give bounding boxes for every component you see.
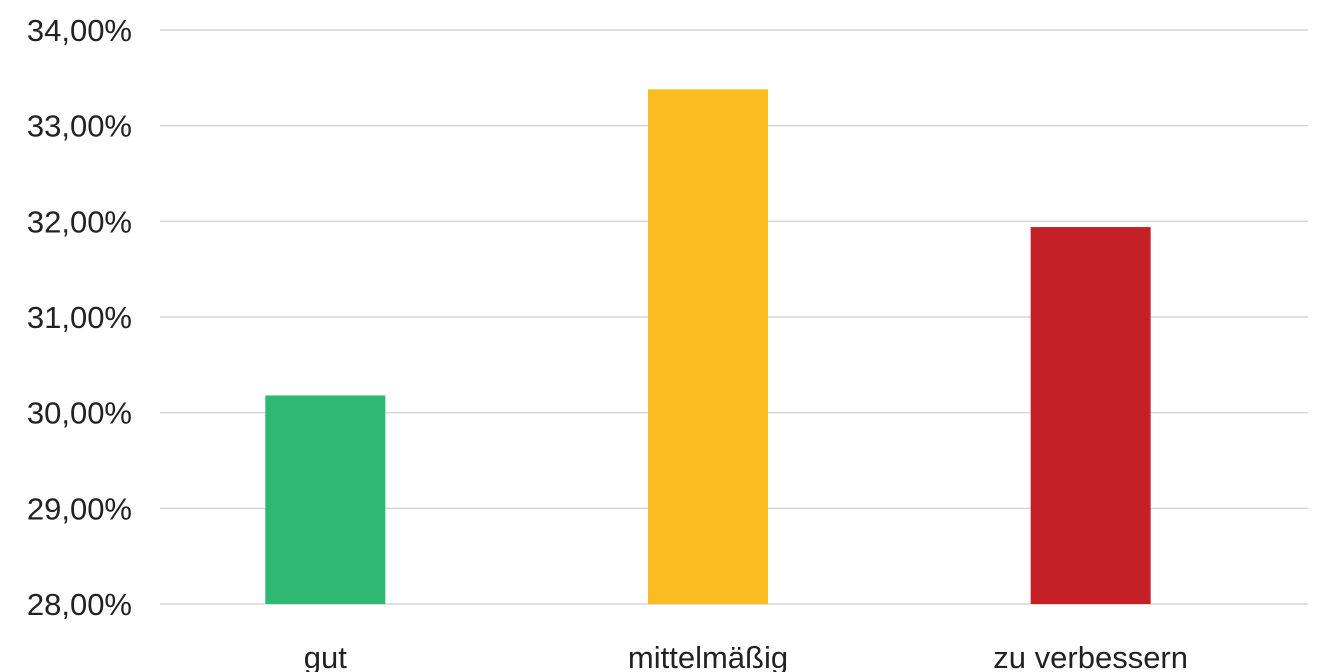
x-tick-label: mittelmäßig: [628, 640, 788, 672]
y-tick-label: 29,00%: [27, 491, 132, 526]
y-tick-label: 30,00%: [27, 396, 132, 431]
y-tick-label: 32,00%: [27, 204, 132, 239]
y-tick-label: 31,00%: [27, 300, 132, 335]
y-axis-tick-labels: 28,00% 29,00% 30,00% 31,00% 32,00% 33,00% 34,0…: [27, 13, 132, 622]
bar-2: [1030, 227, 1151, 604]
x-tick-label: zu verbessern: [993, 640, 1188, 672]
bar-0: [265, 395, 386, 604]
bars: [265, 89, 1151, 604]
x-axis-tick-labels: gut mittelmäßig zu verbessern: [304, 640, 1188, 672]
y-tick-label: 34,00%: [27, 13, 132, 48]
y-tick-label: 33,00%: [27, 109, 132, 144]
y-tick-label: 28,00%: [27, 587, 132, 622]
x-tick-label: gut: [304, 640, 347, 672]
bar-1: [648, 89, 768, 604]
